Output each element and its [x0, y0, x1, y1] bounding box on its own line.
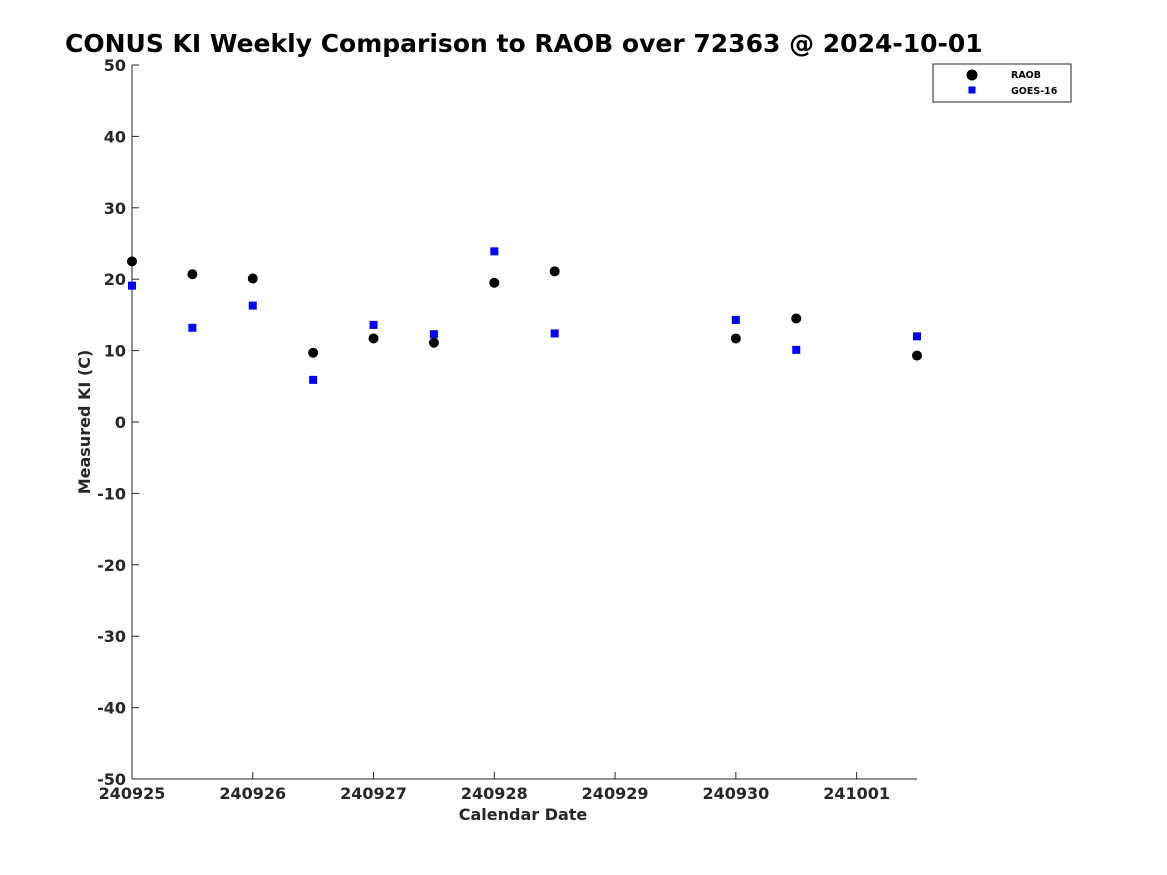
- goes-16-point: [490, 247, 499, 256]
- goes-16-point: [731, 315, 740, 324]
- x-tick-label: 241001: [823, 784, 890, 803]
- raob-point: [308, 347, 319, 358]
- axes: [131, 65, 917, 780]
- x-tick-label: 240928: [461, 784, 528, 803]
- raob-point: [549, 266, 560, 277]
- y-tick-label: -50: [97, 770, 126, 789]
- goes-16-point: [128, 281, 136, 290]
- raob-point: [730, 333, 741, 344]
- legend-raob-marker: [966, 69, 978, 81]
- data-points: [127, 247, 922, 384]
- y-tick-label: 20: [104, 270, 126, 289]
- x-axis-label: Calendar Date: [459, 805, 588, 824]
- chart-title: CONUS KI Weekly Comparison to RAOB over …: [65, 29, 983, 58]
- goes-16-point: [550, 329, 559, 338]
- y-tick-label: 0: [115, 413, 126, 432]
- x-tick-label: 240926: [219, 784, 286, 803]
- legend-goes-label: GOES-16: [1011, 86, 1058, 97]
- raob-point: [489, 277, 500, 288]
- x-tick-label: 240927: [340, 784, 407, 803]
- goes-16-point: [309, 375, 318, 384]
- y-axis-label: Measured KI (C): [75, 350, 94, 495]
- y-tick-label: -20: [97, 556, 126, 575]
- goes-16-point: [429, 330, 438, 339]
- raob-point: [127, 256, 137, 267]
- y-tick-label: -30: [97, 627, 126, 646]
- goes-16-point: [248, 301, 257, 310]
- x-tick-label: 240930: [702, 784, 769, 803]
- raob-point: [368, 333, 379, 344]
- legend: RAOB GOES-16: [932, 63, 1072, 103]
- goes-16-point: [913, 332, 921, 341]
- x-tick-label: 240929: [582, 784, 649, 803]
- goes-16-point: [792, 345, 801, 354]
- raob-point: [247, 273, 258, 284]
- y-tick-label: -10: [97, 484, 126, 503]
- y-tick-label: 10: [104, 342, 126, 361]
- raob-point: [187, 269, 198, 280]
- y-tick-label: -40: [97, 699, 126, 718]
- raob-point: [428, 337, 439, 348]
- x-ticks: 240925 240926 240927 240928 240929 240930 2410…: [99, 772, 890, 803]
- y-tick-label: 40: [104, 127, 126, 146]
- y-ticks: 50 40 30 20 10 0 -10 -20 -30 -40 -50: [97, 56, 139, 789]
- legend-raob-label: RAOB: [1011, 70, 1041, 81]
- raob-point: [791, 313, 802, 324]
- legend-box: [932, 63, 1072, 103]
- legend-goes-marker: [968, 86, 976, 94]
- raob-point: [912, 350, 922, 361]
- goes-16-point: [188, 323, 197, 332]
- x-tick-label: 240925: [99, 784, 166, 803]
- goes-16-point: [369, 320, 378, 329]
- y-tick-label: 30: [104, 199, 126, 218]
- y-tick-label: 50: [104, 56, 126, 75]
